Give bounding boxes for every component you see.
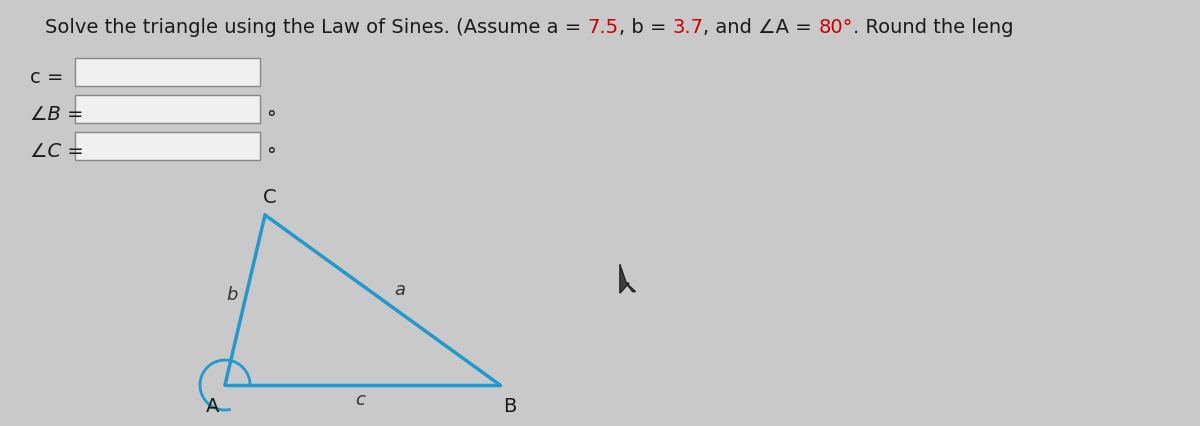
Text: 3.7: 3.7: [672, 18, 703, 37]
Text: ∠C =: ∠C =: [30, 142, 84, 161]
Bar: [74, 132, 260, 160]
Text: . Round the leng: . Round the leng: [853, 18, 1013, 37]
Text: Solve the triangle using the Law of Sines. (Assume a =: Solve the triangle using the Law of Sine…: [46, 18, 588, 37]
Text: 7.5: 7.5: [588, 18, 619, 37]
Text: c =: c =: [30, 68, 64, 87]
Text: , b =: , b =: [619, 18, 672, 37]
Text: 80°: 80°: [818, 18, 853, 37]
Text: °: °: [266, 146, 276, 165]
Text: C: C: [263, 188, 277, 207]
Text: c: c: [355, 391, 365, 409]
Bar: [74, 95, 260, 123]
Text: B: B: [503, 397, 517, 416]
Polygon shape: [620, 265, 635, 293]
Text: b: b: [227, 286, 238, 304]
Text: A: A: [206, 397, 220, 416]
Text: , and ∠A =: , and ∠A =: [703, 18, 818, 37]
Text: a: a: [395, 281, 406, 299]
Text: °: °: [266, 109, 276, 128]
Bar: [74, 58, 260, 86]
Text: ∠B =: ∠B =: [30, 105, 84, 124]
